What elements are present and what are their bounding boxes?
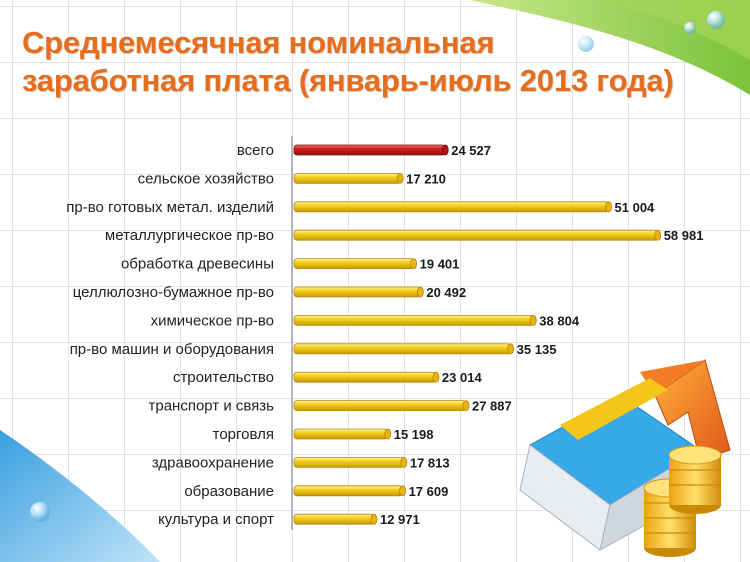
bar-end-cap [400, 456, 408, 468]
bar-end-cap [410, 258, 418, 270]
water-drop-icon [684, 22, 696, 34]
category-label: торговля [213, 426, 274, 443]
bar [293, 456, 405, 468]
value-label: 15 198 [394, 427, 434, 442]
bar-end-cap [416, 286, 424, 298]
bar-end-cap [384, 428, 392, 440]
bar [293, 485, 403, 497]
value-label: 24 527 [451, 143, 491, 158]
value-label: 17 813 [410, 455, 450, 470]
bar [293, 314, 534, 326]
category-label: здравоохранение [152, 454, 274, 471]
bar-end-cap [396, 172, 404, 184]
bar-end-cap [507, 343, 515, 355]
category-label: транспорт и связь [148, 398, 274, 415]
category-label: целлюлозно-бумажное пр-во [73, 284, 274, 301]
bar [293, 513, 375, 525]
bar-end-cap [605, 201, 612, 213]
value-label: 58 981 [664, 228, 704, 243]
bar [293, 286, 421, 298]
category-label: строительство [173, 369, 274, 386]
water-drop-icon [578, 36, 594, 52]
bar-end-cap [529, 314, 537, 326]
bar [293, 201, 609, 213]
value-label: 38 804 [539, 313, 580, 328]
value-label: 17 210 [406, 171, 446, 186]
chart-title: Среднемесячная номинальная заработная пл… [22, 24, 722, 100]
category-label: химическое пр-во [151, 312, 274, 329]
blue-wave-decoration [0, 430, 160, 562]
money-coins-arrow-illustration [519, 359, 731, 557]
category-label: металлургическое пр-во [105, 227, 274, 244]
bar-end-cap [370, 513, 378, 525]
value-label: 17 609 [409, 484, 449, 499]
bar [293, 428, 389, 440]
category-label: сельское хозяйство [138, 170, 274, 187]
value-label: 51 004 [615, 200, 656, 215]
bar-end-cap [462, 400, 470, 412]
bar [293, 229, 659, 241]
category-label: культура и спорт [158, 511, 274, 528]
value-label: 20 492 [426, 285, 466, 300]
bar-end-cap [399, 485, 406, 497]
value-label: 35 135 [517, 342, 557, 357]
bar [293, 400, 467, 412]
chart-title-line-1: Среднемесячная номинальная [22, 25, 495, 60]
category-label: образование [184, 483, 274, 500]
bar-end-cap [432, 371, 440, 383]
water-drop-icon [30, 502, 50, 522]
bar-end-cap [441, 144, 449, 156]
bar-total [293, 144, 446, 156]
category-label: пр-во машин и оборудования [70, 341, 274, 358]
chart-title-line-2: заработная плата (январь-июль 2013 года) [22, 63, 674, 98]
value-label: 27 887 [472, 399, 512, 414]
bar [293, 172, 401, 184]
bar [293, 258, 415, 270]
bar-end-cap [654, 229, 662, 241]
category-label: пр-во готовых метал. изделий [66, 199, 274, 216]
value-label: 23 014 [442, 370, 483, 385]
bar [293, 343, 512, 355]
category-label: всего [237, 142, 274, 159]
value-label: 19 401 [420, 257, 460, 272]
category-label: обработка древесины [121, 256, 274, 273]
water-drop-icon [707, 11, 725, 29]
bar [293, 371, 437, 383]
value-label: 12 971 [380, 512, 420, 527]
